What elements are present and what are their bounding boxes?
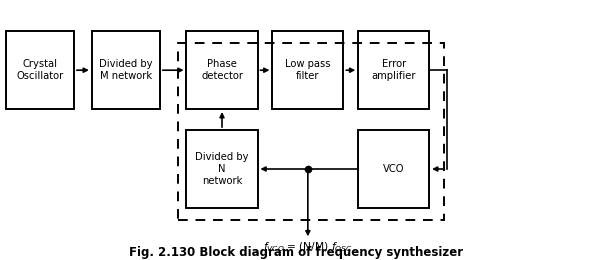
Bar xyxy=(92,31,160,109)
Text: Phase
detector: Phase detector xyxy=(201,59,243,81)
Text: Crystal
Oscillator: Crystal Oscillator xyxy=(17,59,63,81)
Bar xyxy=(186,130,258,208)
Text: Divided by
N
network: Divided by N network xyxy=(195,152,249,186)
Bar xyxy=(358,31,429,109)
Bar xyxy=(358,130,429,208)
Bar xyxy=(178,43,444,220)
Text: $f_{VCO}$ = (N/M) $f_{OSC}$: $f_{VCO}$ = (N/M) $f_{OSC}$ xyxy=(263,240,353,254)
Bar xyxy=(272,31,343,109)
Text: Fig. 2.130 Block diagram of frequency synthesizer: Fig. 2.130 Block diagram of frequency sy… xyxy=(129,246,463,259)
Text: Low pass
filter: Low pass filter xyxy=(285,59,330,81)
Text: Divided by
M network: Divided by M network xyxy=(99,59,153,81)
Text: VCO: VCO xyxy=(383,164,404,174)
Bar xyxy=(6,31,74,109)
Bar xyxy=(186,31,258,109)
Text: Error
amplifier: Error amplifier xyxy=(371,59,416,81)
